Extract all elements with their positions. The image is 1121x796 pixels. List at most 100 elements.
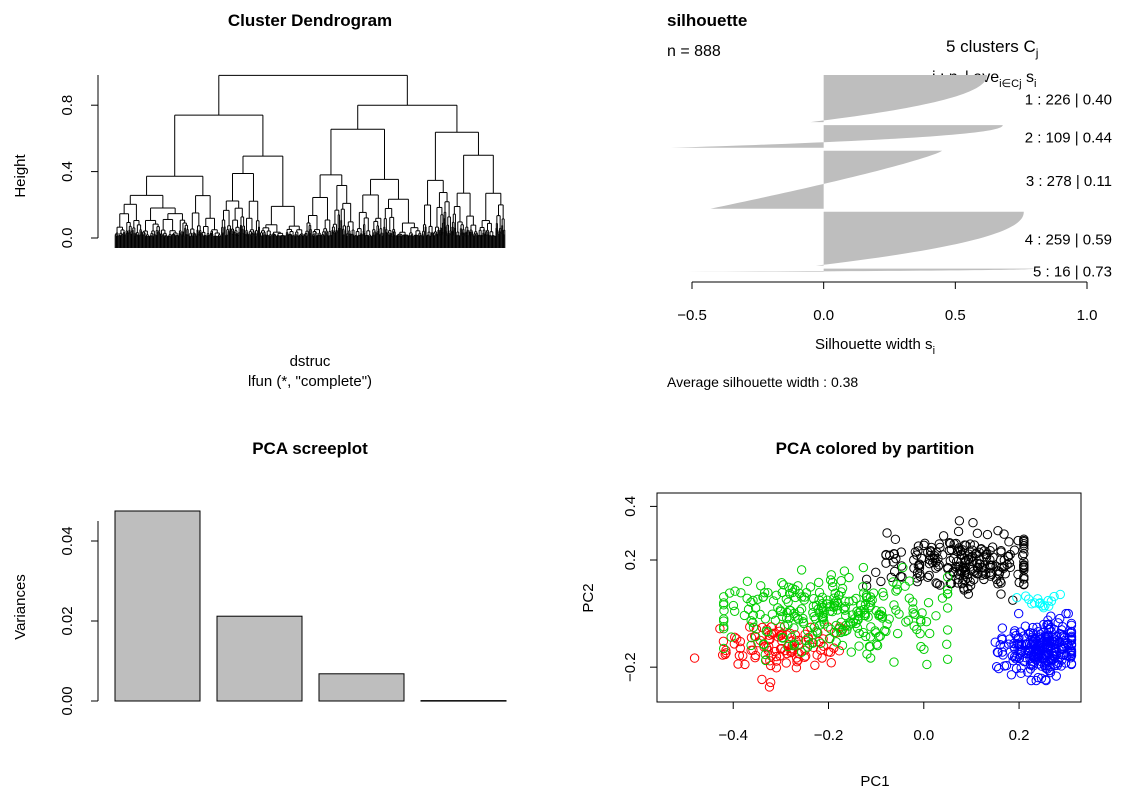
pca-point <box>721 645 731 656</box>
pca-point <box>903 615 913 625</box>
pca-point <box>720 649 730 660</box>
pca-point <box>934 539 944 549</box>
silhouette-cluster-label: 5 : 16 | 0.73 <box>1033 263 1112 280</box>
pca-point <box>1036 673 1047 684</box>
pca-point <box>915 571 926 582</box>
pca-point <box>963 583 973 594</box>
pca-point <box>759 587 770 598</box>
pca-point <box>779 621 790 631</box>
pca-point <box>1016 663 1026 673</box>
silhouette-n-label: n = 888 <box>667 43 721 60</box>
pca-point <box>858 582 868 592</box>
pca-point <box>778 580 789 590</box>
pca-point <box>991 661 1002 672</box>
dendrogram-xlabel: dstruc <box>290 353 331 370</box>
pca-point <box>910 609 920 620</box>
pca-point <box>1032 651 1043 661</box>
pca-point <box>908 604 918 614</box>
pca-point <box>985 567 995 577</box>
silhouette-x-tick-label: 0.0 <box>813 307 834 324</box>
pca-point <box>771 663 782 673</box>
pca-point <box>819 619 830 629</box>
pca-point <box>847 610 858 620</box>
pca-point <box>926 542 937 553</box>
pca-point <box>748 610 759 620</box>
silhouette-xlabel: Silhouette width si <box>815 336 935 357</box>
pca-point <box>840 602 851 612</box>
pca-point <box>867 595 877 605</box>
pca-point <box>938 531 949 541</box>
pca-point <box>991 561 1001 571</box>
pca-point <box>1066 658 1077 669</box>
pca-point <box>959 569 970 580</box>
pca-point <box>733 659 743 669</box>
pca-point <box>1039 660 1050 671</box>
pca-point <box>1051 650 1061 661</box>
pca-point <box>837 583 848 594</box>
pca-point <box>796 604 807 614</box>
pca-point <box>826 658 836 668</box>
pca-point <box>790 584 800 595</box>
pca-point <box>928 557 938 568</box>
pca-point <box>975 559 985 569</box>
pca-point <box>908 608 918 618</box>
pca-point <box>748 617 758 628</box>
pca-point <box>971 548 981 559</box>
pca-point <box>771 590 782 600</box>
pca-point <box>988 552 998 562</box>
pca-point <box>818 634 828 644</box>
pca-point <box>761 626 771 637</box>
pca-point <box>767 609 778 619</box>
pca-point <box>953 526 964 537</box>
pca-point <box>833 590 844 601</box>
pca-point <box>968 518 978 528</box>
pca-point <box>1023 667 1033 677</box>
pca-point <box>760 649 771 660</box>
pca-point <box>791 653 802 663</box>
pca-point <box>860 611 870 621</box>
screeplot-title: PCA screeplot <box>252 439 368 458</box>
pca-y-tick-label: 0.2 <box>622 550 639 571</box>
pca-point <box>891 586 901 596</box>
pca-point <box>777 633 788 643</box>
col-s-sub: i <box>1034 78 1036 90</box>
silhouette-x-ticks: −0.5 0.0 0.5 1.0 <box>677 282 1097 324</box>
pca-point <box>891 553 901 564</box>
pca-point <box>920 538 930 549</box>
pca-point <box>728 600 739 611</box>
pca-point <box>972 562 983 572</box>
pca-point <box>890 534 901 545</box>
pca-point <box>760 655 771 666</box>
pca-point <box>841 620 851 631</box>
pca-point <box>1006 670 1017 680</box>
pca-point <box>758 639 769 649</box>
pca-point <box>1005 549 1015 560</box>
pca-x-tick-label: −0.2 <box>814 727 844 744</box>
pca-title: PCA colored by partition <box>776 439 975 458</box>
pca-point <box>748 645 758 655</box>
pca-point <box>1013 535 1023 546</box>
screeplot-bar <box>318 673 405 702</box>
pca-point <box>1023 594 1034 604</box>
pca-point <box>771 656 782 666</box>
silhouette-cluster-bar <box>686 268 1035 272</box>
pca-point <box>755 609 765 620</box>
pca-point <box>860 600 871 610</box>
pca-point <box>746 633 757 643</box>
pca-point <box>792 613 803 623</box>
pca-point <box>826 570 836 580</box>
pca-y-ticks: −0.2 0.2 0.4 <box>622 496 657 682</box>
pca-point <box>878 591 889 601</box>
pca-point <box>995 576 1005 587</box>
pca-point <box>764 682 775 692</box>
screeplot-bars <box>114 510 507 702</box>
pca-point <box>1063 608 1073 619</box>
pca-point <box>718 622 729 632</box>
pca-point <box>912 550 922 560</box>
pca-point <box>917 608 927 618</box>
pca-y-tick-label: −0.2 <box>622 652 639 682</box>
screeplot-y-tick-label: 0.04 <box>59 526 76 555</box>
pca-point <box>794 648 804 659</box>
pca-point <box>763 641 774 652</box>
